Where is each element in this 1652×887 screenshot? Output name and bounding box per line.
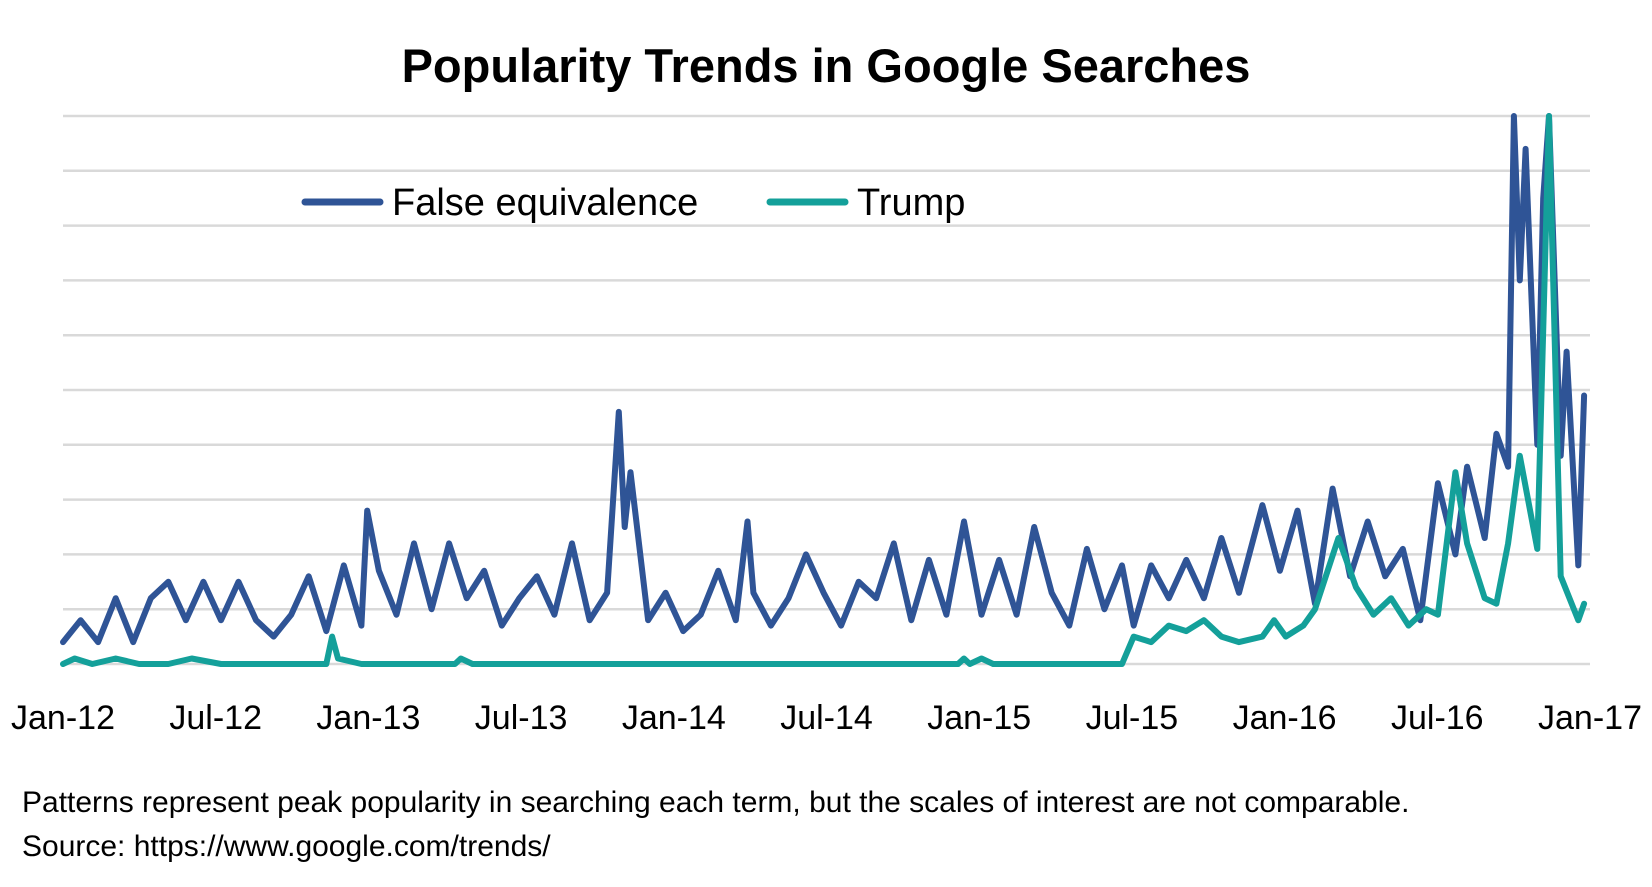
legend-label: Trump	[857, 182, 965, 224]
chart-title: Popularity Trends in Google Searches	[401, 39, 1251, 92]
x-tick-label: Jul-13	[475, 699, 568, 737]
series-line	[60, 113, 1588, 646]
footnote-note: Patterns represent peak popularity in se…	[22, 786, 1410, 819]
x-tick-label: Jul-16	[1391, 699, 1484, 737]
footnote-source: Source: https://www.google.com/trends/	[22, 830, 551, 863]
x-tick-label: Jan-17	[1538, 699, 1642, 737]
x-tick-label: Jan-15	[927, 699, 1031, 737]
x-tick-label: Jul-15	[1086, 699, 1179, 737]
x-tick-label: Jan-12	[11, 699, 115, 737]
x-tick-label: Jan-14	[622, 699, 726, 737]
x-tick-label: Jul-12	[169, 699, 262, 737]
x-tick-label: Jul-14	[780, 699, 873, 737]
gridlines	[63, 114, 1590, 666]
series-line	[60, 113, 1588, 667]
legend: False equivalence Trump	[301, 182, 965, 224]
x-axis: Jan-12 Jul-12 Jan-13 Jul-13 Jan-14 Jul-14 Jan-…	[11, 699, 1642, 737]
x-tick-label: Jan-13	[316, 699, 420, 737]
series-group	[60, 113, 1588, 667]
legend-label: False equivalence	[392, 182, 698, 224]
x-tick-label: Jan-16	[1233, 699, 1337, 737]
